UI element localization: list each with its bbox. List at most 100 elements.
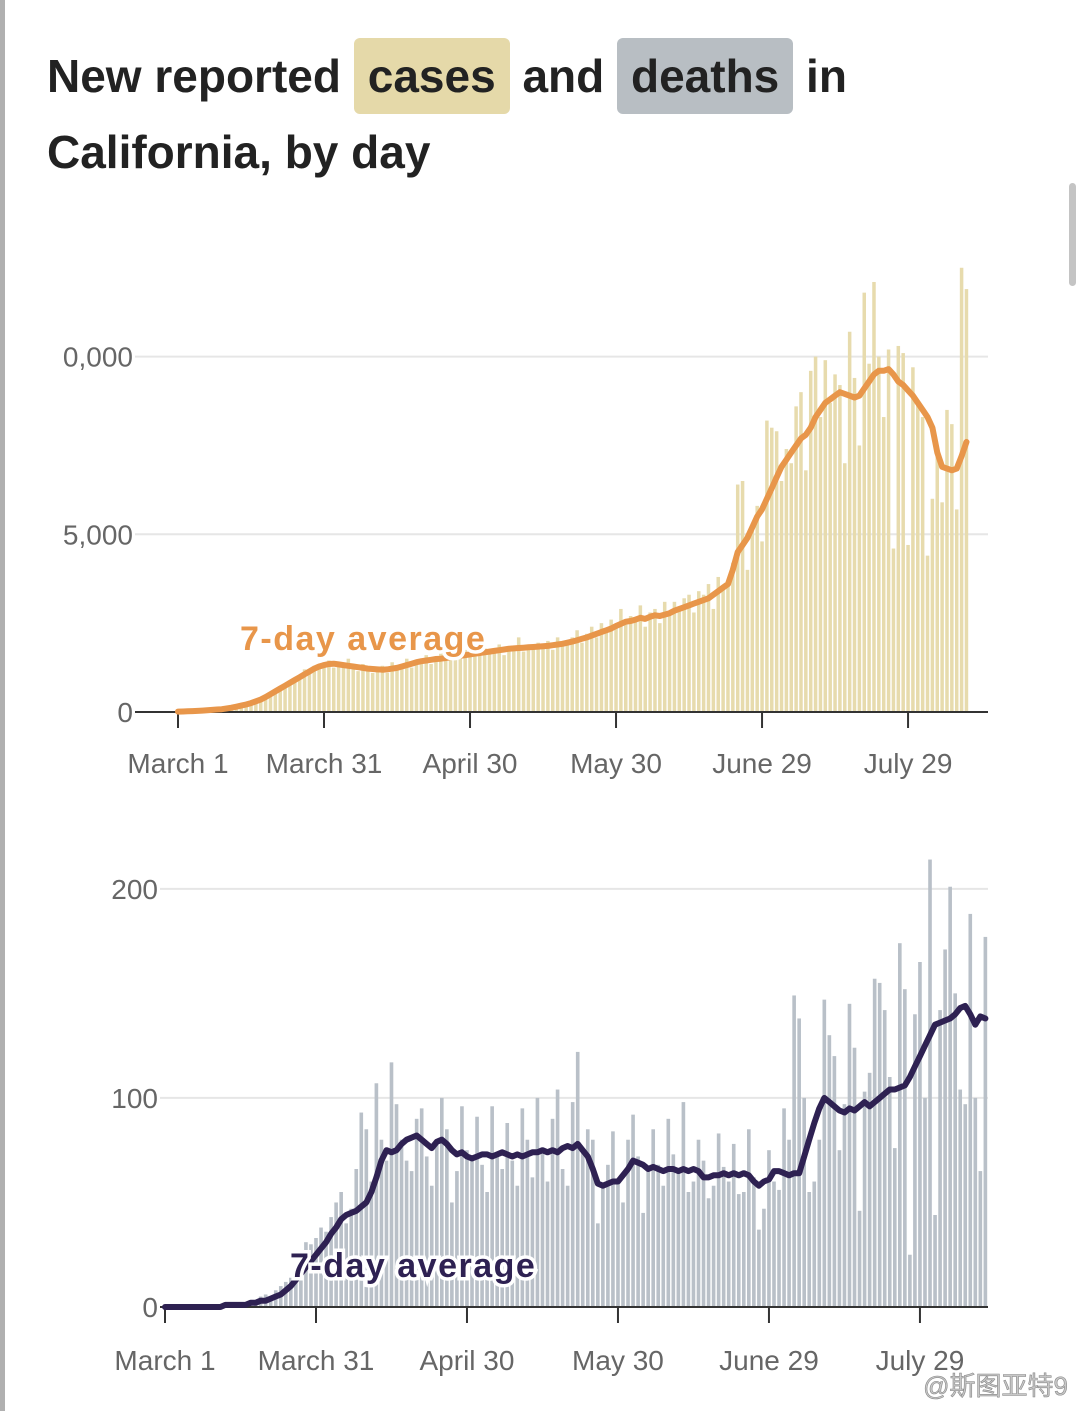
bar xyxy=(799,392,803,712)
bar xyxy=(908,1254,912,1307)
bar xyxy=(735,484,740,712)
bar xyxy=(555,1089,560,1307)
bar xyxy=(283,683,287,712)
bar xyxy=(983,936,988,1307)
bar xyxy=(628,616,633,712)
bar xyxy=(653,608,657,712)
bar xyxy=(480,1164,484,1307)
bar xyxy=(807,1192,812,1307)
bar xyxy=(390,662,394,712)
bar xyxy=(671,1154,676,1307)
bar xyxy=(892,1148,897,1307)
bar xyxy=(414,660,419,712)
bar xyxy=(575,630,579,712)
bar xyxy=(832,1056,837,1307)
bar xyxy=(465,1150,469,1307)
bar xyxy=(943,949,947,1307)
bar xyxy=(726,1181,731,1307)
bar xyxy=(589,626,594,712)
bar xyxy=(450,1202,454,1307)
x-tick-label: May 30 xyxy=(572,1345,664,1376)
bar xyxy=(384,1160,389,1307)
bar xyxy=(404,1160,409,1307)
bar xyxy=(762,1208,766,1307)
bar xyxy=(626,1139,630,1307)
bar xyxy=(973,1097,978,1307)
bar xyxy=(536,642,540,712)
bar xyxy=(580,642,584,712)
bar xyxy=(346,658,351,712)
bar xyxy=(928,859,932,1307)
bar xyxy=(379,1139,384,1307)
bar xyxy=(448,656,453,712)
bar xyxy=(968,913,973,1307)
bar xyxy=(624,623,628,712)
bar xyxy=(361,664,365,712)
bar xyxy=(551,649,555,712)
bar xyxy=(857,1210,862,1307)
bar xyxy=(838,385,842,712)
y-tick-label: 0 xyxy=(142,1292,158,1323)
x-tick-label: March 1 xyxy=(127,748,228,779)
bar xyxy=(621,1202,625,1307)
bar xyxy=(852,1047,857,1307)
bar xyxy=(354,1169,359,1307)
bar xyxy=(263,696,268,712)
bar xyxy=(344,1223,348,1307)
bar xyxy=(585,633,589,712)
bar xyxy=(925,555,930,712)
bar xyxy=(731,562,735,712)
bar xyxy=(288,684,292,712)
bar xyxy=(585,1129,590,1307)
bar xyxy=(948,886,952,1307)
bar xyxy=(570,1102,575,1307)
bar xyxy=(409,1171,414,1307)
bar xyxy=(273,690,278,712)
bar xyxy=(752,1177,756,1307)
bar xyxy=(521,651,526,712)
bar xyxy=(394,1104,399,1307)
bar xyxy=(596,1223,600,1307)
bar xyxy=(933,1215,937,1307)
bar xyxy=(964,289,969,712)
bar xyxy=(497,644,501,712)
bar xyxy=(278,687,282,712)
bar xyxy=(740,481,745,712)
bar xyxy=(760,541,764,712)
bar xyxy=(721,587,725,712)
bar xyxy=(507,646,511,712)
x-tick-label: June 29 xyxy=(719,1345,819,1376)
bar xyxy=(938,1010,942,1307)
bar xyxy=(862,292,866,712)
bar xyxy=(646,1171,650,1307)
bar xyxy=(429,664,433,712)
bar xyxy=(550,1118,555,1307)
bar xyxy=(341,665,346,712)
bar xyxy=(530,1177,535,1307)
bar xyxy=(293,678,297,712)
bar xyxy=(473,651,477,712)
bar xyxy=(314,1238,318,1307)
bar xyxy=(297,676,302,712)
line-annotation: 7-day average xyxy=(240,620,486,658)
title-highlight-deaths: deaths xyxy=(617,38,794,114)
bar xyxy=(329,1217,333,1307)
bar xyxy=(959,267,964,712)
bar xyxy=(716,576,720,712)
bar xyxy=(741,1192,746,1307)
bar xyxy=(877,982,882,1307)
bar xyxy=(619,608,623,712)
bar xyxy=(823,360,828,712)
bar xyxy=(687,594,691,712)
bar xyxy=(606,1164,610,1307)
bar xyxy=(886,349,891,712)
bar xyxy=(697,591,701,712)
bar xyxy=(963,1104,968,1307)
bar xyxy=(903,989,907,1307)
title-text: California, by day xyxy=(47,126,431,178)
bar xyxy=(747,1129,751,1307)
bar xyxy=(750,523,755,712)
bar xyxy=(304,1242,308,1307)
bar xyxy=(395,669,399,712)
